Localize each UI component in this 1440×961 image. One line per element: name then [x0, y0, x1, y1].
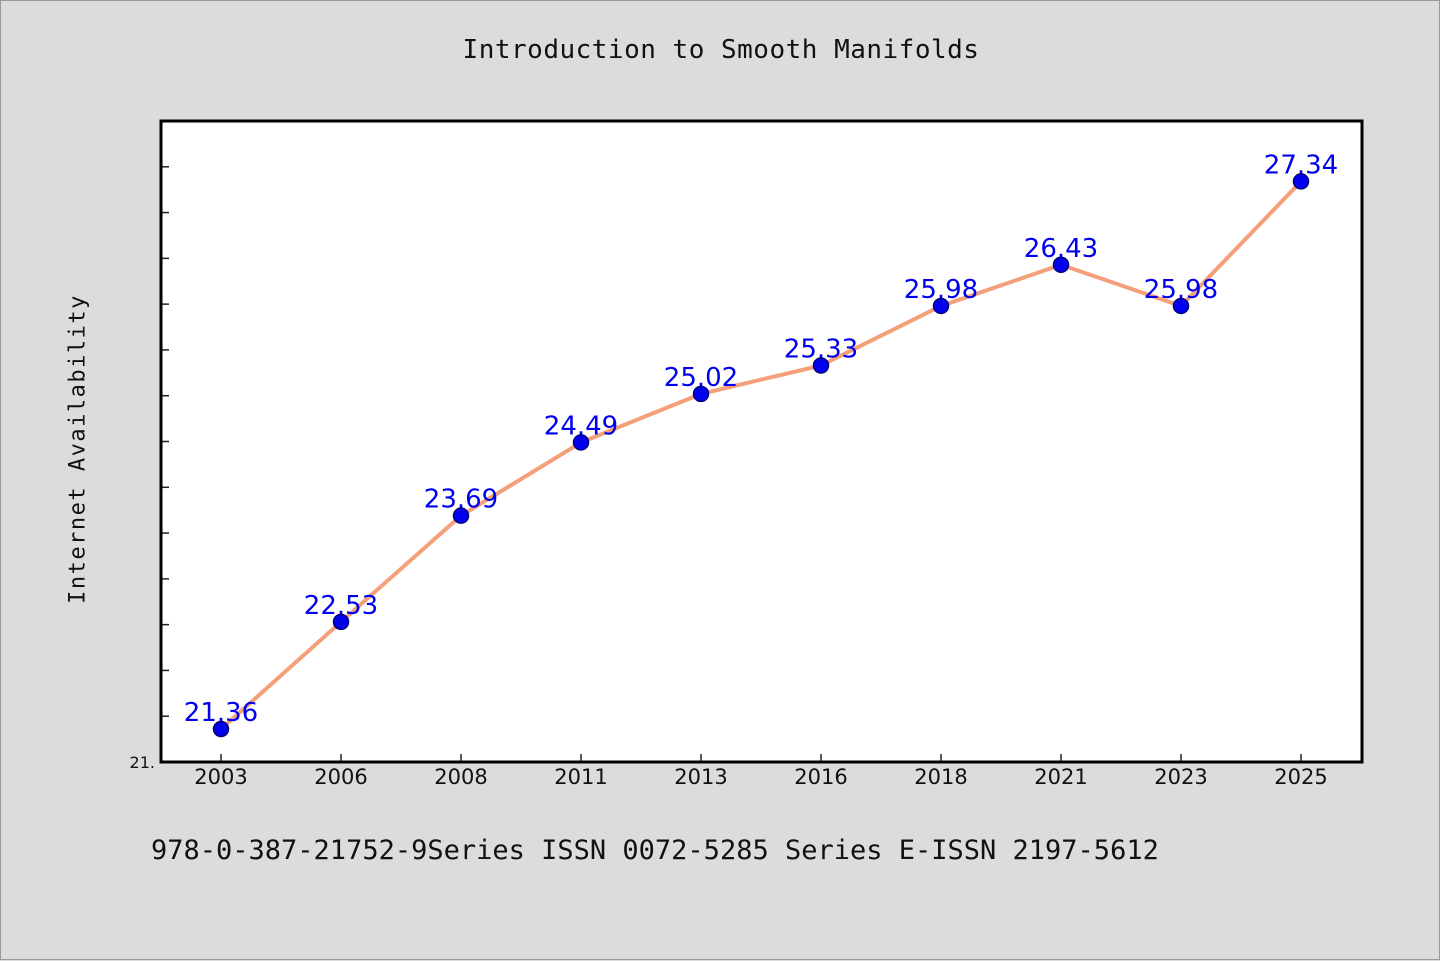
plot-frame [159, 119, 1364, 764]
data-point [932, 297, 950, 315]
data-point [452, 507, 470, 524]
data-point [212, 720, 230, 738]
data-label: 25.02 [664, 363, 738, 393]
plot-area [161, 121, 1362, 762]
data-label: 26.43 [1024, 234, 1098, 264]
x-tick-label: 2011 [554, 765, 607, 789]
x-tick-label: 2003 [194, 765, 247, 789]
data-label: 25.33 [784, 334, 858, 364]
data-label: 21.36 [184, 698, 258, 728]
series-line [219, 180, 1303, 731]
data-label: 25.98 [1144, 275, 1218, 305]
x-tick-label: 2018 [914, 765, 967, 789]
data-point [692, 385, 710, 403]
x-tick-label: 2006 [314, 765, 367, 789]
x-tick-label: 2025 [1274, 765, 1327, 789]
data-point [332, 613, 350, 631]
x-tick-label: 2013 [674, 765, 727, 789]
x-tick-label: 2016 [794, 765, 847, 789]
data-label: 27.34 [1264, 150, 1338, 180]
data-point [812, 357, 830, 374]
footer-isbn-issn: 978-0-387-21752-9Series ISSN 0072-5285 S… [151, 835, 1159, 866]
data-point [1172, 297, 1190, 315]
x-tick-label: 2023 [1154, 765, 1207, 789]
data-label: 22.53 [304, 591, 378, 621]
x-tick-label: 2021 [1034, 765, 1087, 789]
x-tick-label: 2008 [434, 765, 487, 789]
data-label: 23.69 [424, 485, 498, 515]
data-label: 25.98 [904, 275, 978, 305]
y-tick-label: 21. [130, 753, 155, 772]
data-point [1052, 256, 1070, 274]
data-label: 24.49 [544, 411, 618, 441]
chart-title: Introduction to Smooth Manifolds [462, 35, 980, 65]
data-point [572, 434, 590, 451]
data-point [1292, 173, 1310, 190]
